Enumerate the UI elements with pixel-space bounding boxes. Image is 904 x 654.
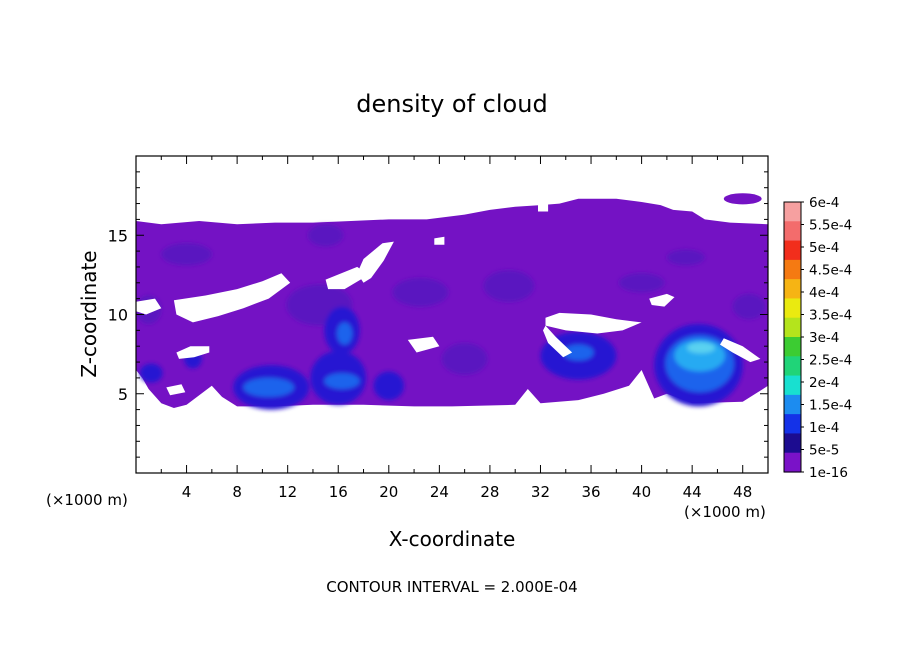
x-tick-label: 32 xyxy=(531,483,550,501)
cloud-gap-3 xyxy=(325,266,369,290)
cloud-gap-4 xyxy=(649,293,675,307)
cloud-gap-9 xyxy=(136,298,162,315)
contour-interval-note: CONTOUR INTERVAL = 2.000E-04 xyxy=(326,578,577,596)
colorbar-swatch xyxy=(784,337,801,357)
x-tick-label: 44 xyxy=(683,483,702,501)
density-patch-5e-5 xyxy=(618,273,665,293)
density-patch-1.5e-4 xyxy=(337,322,353,345)
density-patch-5e-5 xyxy=(483,270,535,302)
colorbar-label: 1e-16 xyxy=(809,465,848,481)
density-patch-5e-5 xyxy=(161,243,212,266)
x-tick-label: 40 xyxy=(632,483,651,501)
colorbar-swatch xyxy=(784,221,801,242)
x-tick-label: 16 xyxy=(329,483,348,501)
cloud-gap-12 xyxy=(407,336,440,353)
y-axis-label: Z-coordinate xyxy=(77,250,101,377)
density-patch-5e-5 xyxy=(307,224,344,247)
colorbar-swatch xyxy=(784,356,801,377)
colorbar-label: 4e-4 xyxy=(809,285,839,301)
x-tick-label: 4 xyxy=(182,483,192,501)
colorbar-label: 3e-4 xyxy=(809,330,839,346)
colorbar-label: 4.5e-4 xyxy=(809,263,852,279)
colorbar-swatch xyxy=(784,317,801,338)
density-patch-5e-5 xyxy=(732,293,766,320)
density-patch-5e-5 xyxy=(441,343,488,375)
colorbar-label: 6e-4 xyxy=(809,195,839,211)
y-tick-label: 10 xyxy=(108,306,128,325)
density-patch-5e-5 xyxy=(392,278,449,307)
y-tick-label: 15 xyxy=(108,226,128,245)
density-patch-1.5e-4 xyxy=(243,377,294,397)
cloud-gap-13 xyxy=(434,236,445,245)
density-patch-1.5e-4 xyxy=(563,344,594,361)
colorbar-label: 5e-5 xyxy=(809,443,839,459)
colorbar-label: 1e-4 xyxy=(809,420,839,436)
colorbar-label: 5.5e-4 xyxy=(809,218,852,234)
colorbar-swatch xyxy=(784,433,801,454)
x-tick-label: 20 xyxy=(379,483,398,501)
cloud-gap-7 xyxy=(696,202,731,215)
x-tick-label: 36 xyxy=(581,483,600,501)
density-patch-2.5e-4 xyxy=(687,342,715,354)
cloud-gap-5 xyxy=(545,312,642,334)
colorbar-swatch xyxy=(784,394,801,415)
cloud-gap-14 xyxy=(720,338,761,363)
x-tick-label: 24 xyxy=(430,483,449,501)
colorbar-label: 3.5e-4 xyxy=(809,308,852,324)
density-patch-1.5e-4 xyxy=(324,373,360,389)
y-axis-ticks: 5 10 15 xyxy=(108,171,768,458)
colorbar-swatch xyxy=(784,240,801,261)
cloud-gap-6 xyxy=(543,325,573,358)
y-tick-label: 5 xyxy=(118,385,128,404)
colorbar-swatch xyxy=(784,375,801,396)
cloud-gap-2 xyxy=(357,241,394,283)
density-patch-detached xyxy=(723,193,762,205)
cloud-free-gaps xyxy=(136,202,761,396)
cloud-gap-8 xyxy=(538,203,549,212)
density-patch-1e-4 xyxy=(139,363,163,383)
x-tick-label: 8 xyxy=(232,483,242,501)
density-patch-1e-4 xyxy=(373,371,404,401)
colorbar-label: 2e-4 xyxy=(809,375,839,391)
x-tick-label: 48 xyxy=(733,483,752,501)
colorbar: 6e-4 5.5e-4 5e-4 4.5e-4 4e-4 3.5e-4 3e-4 2.5e-4… xyxy=(783,195,852,481)
colorbar-label: 1.5e-4 xyxy=(809,398,852,414)
x-tick-label: 28 xyxy=(480,483,499,501)
chart-title: density of cloud xyxy=(356,90,547,118)
x-axis-ticks: 4 8 12 16 20 24 28 32 36 40 44 48 xyxy=(160,156,752,501)
z-unit-label: (×1000 m) xyxy=(46,491,128,509)
x-axis-label: X-coordinate xyxy=(389,527,516,551)
colorbar-label: 2.5e-4 xyxy=(809,353,852,369)
plot-area xyxy=(136,193,768,410)
cloud-gap-11 xyxy=(166,384,186,396)
x-unit-label: (×1000 m) xyxy=(684,503,766,521)
density-patch-5e-5 xyxy=(666,249,705,266)
x-tick-label: 12 xyxy=(278,483,297,501)
colorbar-label: 5e-4 xyxy=(809,240,839,256)
cloud-gap-10 xyxy=(176,346,210,359)
colorbar-swatch xyxy=(784,259,801,280)
colorbar-swatch xyxy=(784,298,801,319)
cloud-gap-1 xyxy=(173,273,291,323)
colorbar-swatch xyxy=(784,279,801,300)
colorbar-swatch xyxy=(784,452,801,473)
colorbar-swatch xyxy=(784,414,801,435)
colorbar-swatch xyxy=(784,202,801,222)
